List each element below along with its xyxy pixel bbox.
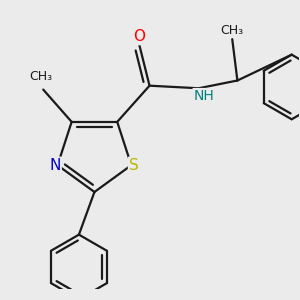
Text: CH₃: CH₃ [29,70,52,83]
Text: O: O [133,29,145,44]
Text: S: S [129,158,139,173]
Text: CH₃: CH₃ [221,24,244,37]
Text: N: N [49,158,61,173]
Text: NH: NH [194,89,214,103]
